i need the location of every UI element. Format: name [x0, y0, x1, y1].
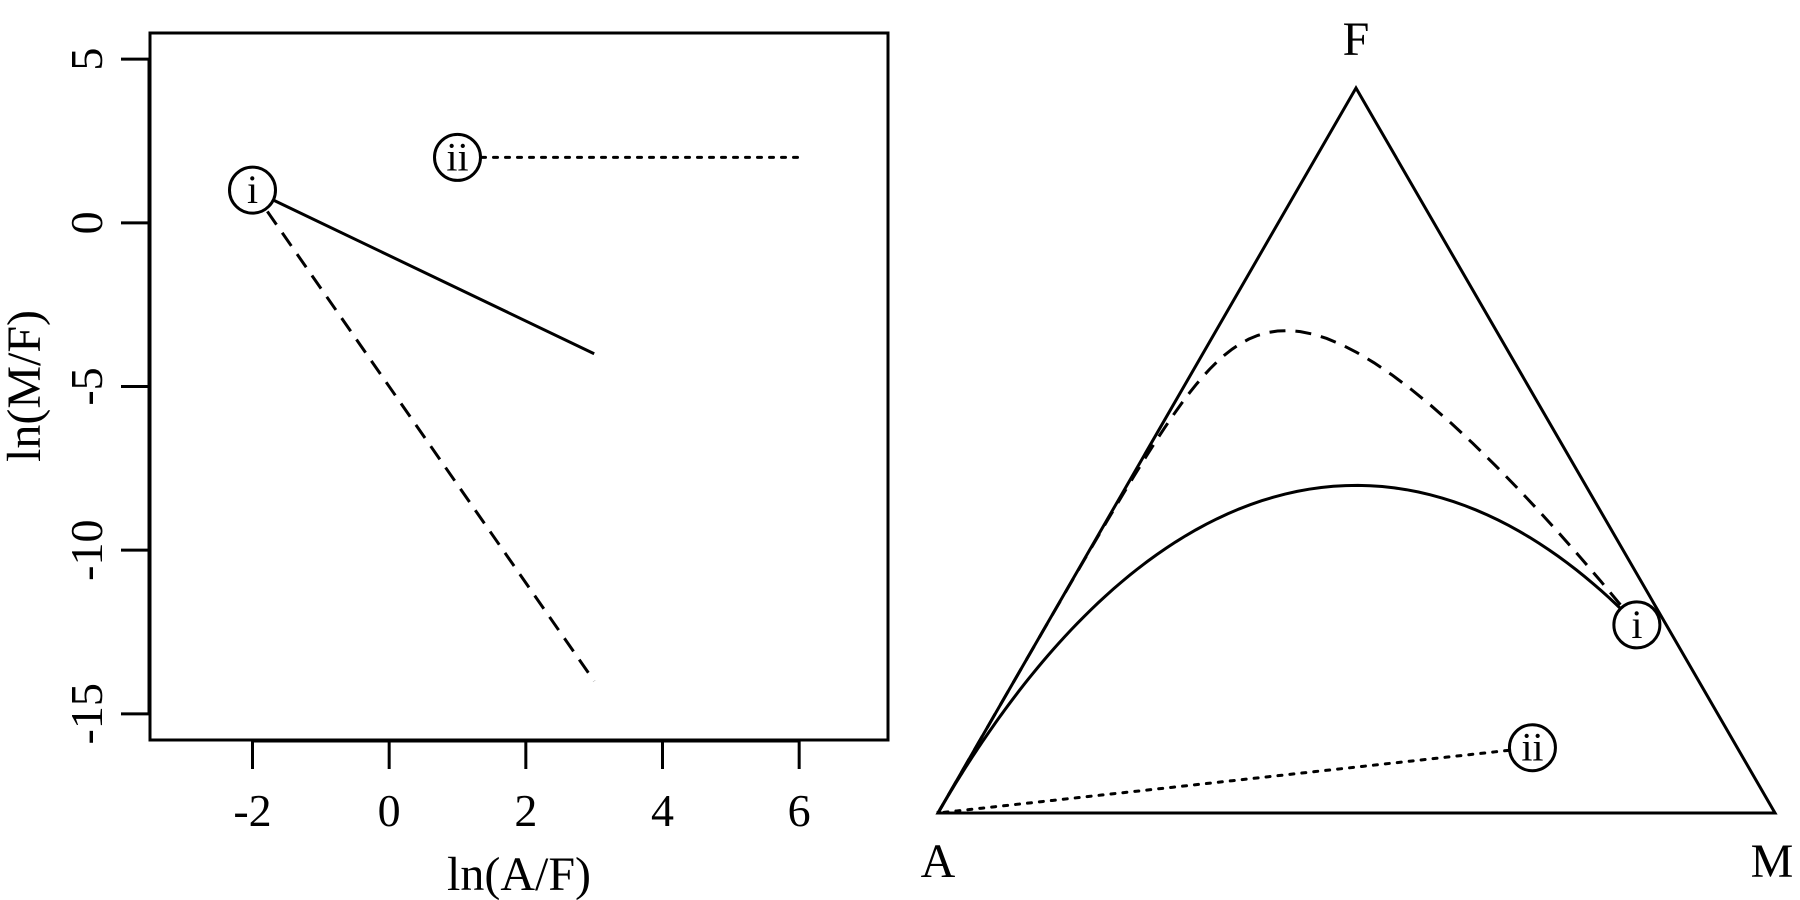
plot-markers: iii — [228, 132, 482, 215]
ternary-curve-dashed — [936, 329, 1639, 815]
marker-circle — [1507, 723, 1557, 773]
plot-frame — [148, 31, 890, 742]
marker-i: i — [228, 165, 277, 215]
y-tick-label: -10 — [61, 519, 112, 580]
y-tick-label: 0 — [61, 211, 112, 234]
x-axis-label: ln(A/F) — [447, 848, 591, 900]
ternary-curves — [936, 329, 1639, 815]
y-tick-label: 5 — [61, 48, 112, 71]
series-line-dashed — [251, 189, 596, 682]
x-tick-label: 4 — [651, 785, 674, 836]
marker-circle — [1612, 600, 1662, 650]
vertex-label-left: A — [921, 835, 956, 888]
ternary-marker-i: i — [1612, 600, 1662, 650]
logratio-plot: -2 0 2 4 6-15-10-505 iii ln(A/F) ln(M/F) — [0, 31, 890, 900]
marker-circle — [228, 165, 277, 215]
y-tick-label: -15 — [61, 683, 112, 744]
ternary-markers: iii — [1507, 600, 1662, 773]
ternary-curve-dotted — [936, 746, 1534, 815]
marker-label: ii — [1521, 725, 1543, 770]
x-tick-label: -2 — [233, 785, 271, 836]
marker-label: i — [1631, 602, 1642, 647]
x-tick-label: 2 — [514, 785, 537, 836]
vertex-label-right: M — [1751, 835, 1794, 888]
marker-label: ii — [446, 134, 468, 179]
y-axis-label: ln(M/F) — [0, 310, 51, 462]
plot-axes: -2 0 2 4 6 -15 -10 -5 0 5 — [61, 48, 811, 836]
ternary-diagram: iii F A M — [921, 13, 1794, 888]
marker-label: i — [247, 167, 258, 212]
x-tick-label: 6 — [788, 785, 811, 836]
ternary-triangle — [935, 84, 1778, 815]
plot-lines — [251, 155, 801, 682]
y-tick-label: -5 — [61, 367, 112, 405]
marker-ii: ii — [433, 132, 482, 182]
marker-circle — [433, 132, 482, 182]
ternary-marker-ii: ii — [1507, 723, 1557, 773]
vertex-label-top: F — [1343, 13, 1370, 66]
x-tick-label: 0 — [378, 785, 401, 836]
series-line-solid — [251, 188, 595, 356]
